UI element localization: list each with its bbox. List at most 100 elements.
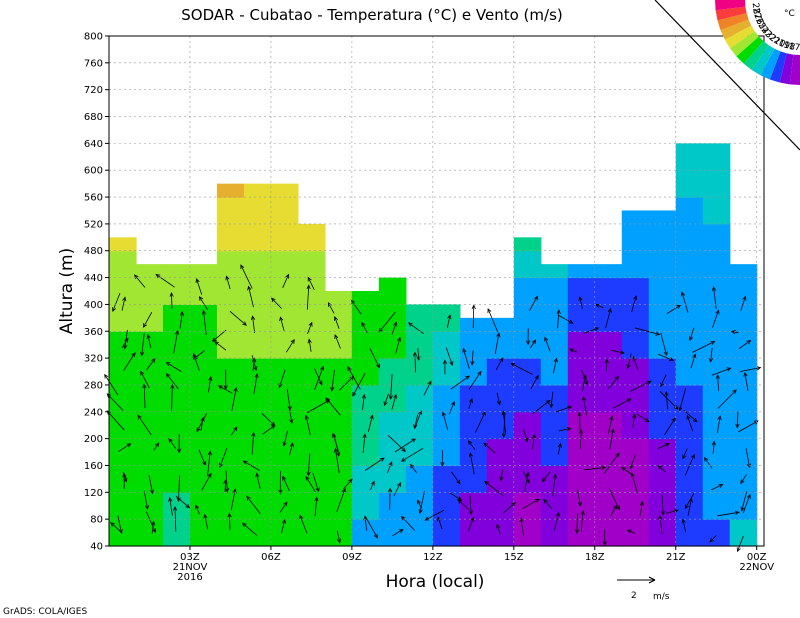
- wind-arrow: [336, 530, 342, 544]
- temperature-cell: [702, 197, 731, 225]
- colorbar-swatch: [724, 25, 755, 49]
- y-tick-label: 80: [90, 515, 103, 526]
- temperature-cell: [109, 438, 137, 467]
- wind-arrow: [503, 501, 516, 514]
- wind-arrow: [118, 443, 132, 452]
- wind-arrow: [583, 327, 600, 334]
- temperature-cell: [351, 331, 380, 359]
- wind-arrow: [735, 411, 740, 429]
- wind-arrow: [140, 370, 150, 389]
- wind-arrow: [553, 357, 558, 374]
- wind-arrow: [440, 449, 445, 467]
- wind-arrow: [361, 393, 366, 410]
- y-tick-label: 440: [84, 273, 103, 284]
- wind-arrow: [557, 314, 574, 324]
- wind-arrow: [603, 452, 620, 474]
- temperature-cell: [432, 519, 461, 547]
- temperature-cell: [702, 277, 731, 306]
- temperature-cell: [675, 223, 704, 252]
- colorbar-label: 28: [750, 2, 761, 15]
- wind-arrow: [170, 383, 175, 411]
- wind-arrow: [692, 341, 716, 353]
- temperature-cell: [324, 358, 353, 386]
- temperature-cell: [540, 492, 569, 520]
- wind-arrow: [306, 453, 311, 477]
- y-tick-label: 760: [84, 58, 103, 69]
- wind-arrow: [214, 341, 227, 351]
- wind-arrow: [711, 440, 716, 454]
- temperature-cell: [567, 304, 596, 332]
- temperature-cell: [243, 331, 272, 359]
- wind-arrow: [445, 347, 454, 366]
- wind-arrow: [711, 286, 717, 309]
- wind-arrow: [446, 314, 452, 328]
- temperature-cell: [486, 317, 515, 332]
- wind-arrow: [499, 469, 504, 482]
- wind-arrow: [198, 296, 209, 311]
- colorbar-label: 27: [750, 7, 762, 21]
- x-tick-label: 21NOV: [173, 562, 208, 573]
- y-tick-label: 720: [84, 85, 103, 96]
- wind-arrow: [556, 309, 561, 329]
- temperature-cell: [405, 465, 434, 493]
- temperature-cell: [486, 492, 515, 520]
- temperature-cell: [567, 411, 596, 440]
- wind-arrow: [146, 357, 156, 371]
- temperature-cell: [594, 264, 623, 279]
- y-tick-label: 120: [84, 488, 103, 499]
- temperature-cell: [594, 384, 623, 413]
- temperature-cell: [135, 492, 164, 520]
- temperature-cell: [405, 384, 434, 413]
- wind-arrow: [657, 443, 670, 449]
- temperature-cell: [351, 291, 380, 306]
- wind-arrow: [581, 369, 589, 386]
- x-tick-label: 12Z: [423, 552, 443, 563]
- temperature-cell: [216, 250, 245, 279]
- temperature-cell: [189, 492, 218, 520]
- wind-arrow: [660, 374, 667, 388]
- wind-arrow: [388, 374, 393, 400]
- temperature-cell: [513, 250, 542, 279]
- temperature-cell: [378, 465, 407, 493]
- temperature-cell: [270, 223, 299, 252]
- x-tick-label: 15Z: [504, 552, 524, 563]
- wind-arrow: [742, 493, 751, 514]
- temperature-cell: [540, 384, 569, 413]
- wind-arrow: [423, 380, 432, 396]
- wind-arrow: [231, 386, 238, 411]
- wind-arrow: [522, 470, 530, 484]
- temperature-cell: [162, 304, 191, 332]
- temperature-cell: [567, 438, 596, 467]
- temperature-cell: [621, 304, 650, 332]
- colorbar-swatch: [720, 19, 752, 40]
- wind-arrow: [227, 512, 232, 530]
- wind-arrow: [400, 515, 415, 531]
- wind-arrow: [688, 327, 695, 342]
- temperature-cell: [405, 438, 434, 467]
- y-tick-label: 40: [90, 542, 103, 553]
- wind-reference-value: 2: [631, 591, 637, 601]
- y-tick-label: 160: [84, 461, 103, 472]
- wind-arrow: [634, 327, 661, 336]
- y-tick-label: 480: [84, 246, 103, 257]
- colorbar-label: 19: [777, 38, 792, 52]
- wind-arrow: [177, 434, 182, 454]
- wind-arrow: [632, 356, 639, 371]
- wind-arrow: [251, 431, 256, 455]
- wind-arrow: [664, 417, 676, 436]
- temperature-cell: [702, 411, 731, 440]
- y-tick-label: 560: [84, 193, 103, 204]
- wind-arrow: [529, 339, 536, 349]
- temperature-cell: [594, 331, 623, 359]
- wind-arrow: [224, 470, 230, 493]
- wind-arrow: [462, 347, 470, 370]
- x-tick-label: 00Z: [747, 552, 767, 563]
- wind-arrow: [334, 316, 340, 329]
- x-tick-label: 21Z: [666, 552, 686, 563]
- y-tick-label: 680: [84, 112, 103, 123]
- wind-arrow: [574, 513, 580, 535]
- temperature-cell: [594, 277, 623, 306]
- wind-arrow: [666, 304, 682, 314]
- wind-arrow: [680, 291, 689, 313]
- wind-arrow: [487, 308, 499, 333]
